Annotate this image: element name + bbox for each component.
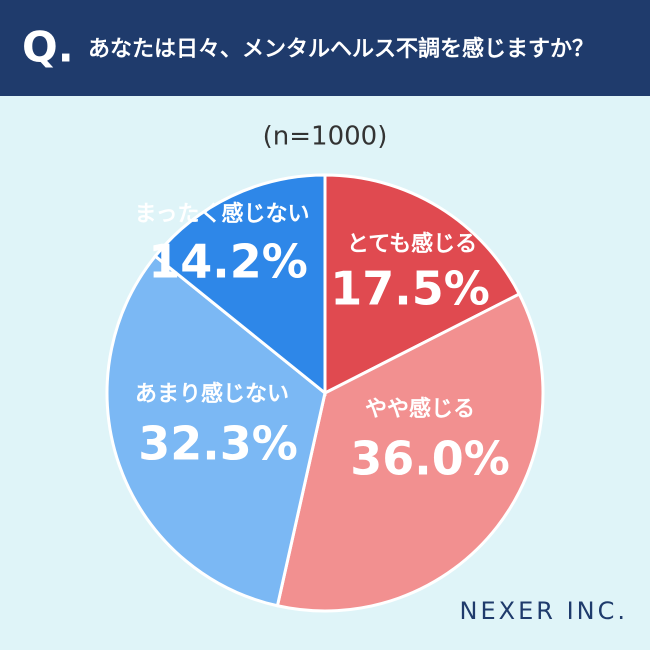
value-label: 36.0%: [350, 432, 510, 486]
pie-slice: [153, 173, 327, 397]
brand: NEXER INC.: [460, 597, 628, 625]
slice-label: とても感じる: [347, 231, 477, 257]
header-bar: [0, 0, 650, 96]
chart-title: あなたは日々、メンタルヘルス不調を感じますか？: [88, 36, 594, 62]
chart-subtitle: (n=1000): [263, 122, 388, 152]
pie-slice: [105, 254, 327, 608]
value-label: 14.2%: [148, 235, 308, 289]
pie: とても感じる 17.5% やや感じる 36.0% あまり感じない 32.3% まったく感じな…: [105, 173, 545, 613]
pie-slice: [323, 173, 522, 396]
value-label: 32.3%: [138, 417, 298, 471]
question-label: Q.: [22, 23, 74, 72]
slice-label: やや感じる: [365, 396, 475, 422]
pie-slice: [275, 292, 545, 613]
slice-label: まったく感じない: [134, 201, 309, 227]
slice-label: あまり感じない: [135, 381, 289, 407]
value-label: 17.5%: [330, 262, 490, 316]
